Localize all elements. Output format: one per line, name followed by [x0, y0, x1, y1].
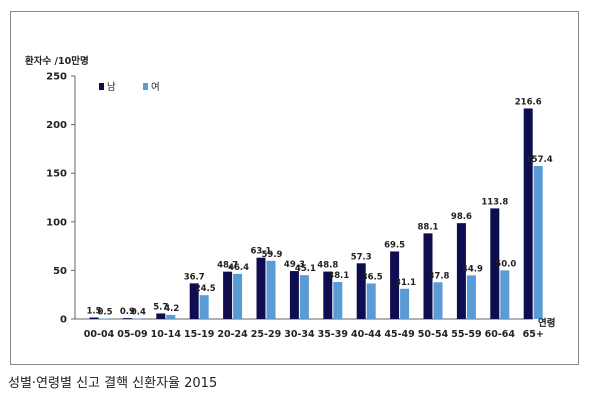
y-tick-label: 100	[46, 217, 67, 228]
bar-female	[366, 283, 376, 319]
bar-male	[356, 263, 366, 319]
data-label-female: 37.8	[429, 271, 450, 281]
data-label-female: 24.5	[195, 284, 216, 294]
bar-female	[533, 166, 543, 319]
bar-male	[323, 271, 333, 319]
bar-female	[166, 314, 176, 319]
data-label-female: 46.4	[228, 263, 249, 273]
data-label-male: 57.3	[351, 252, 372, 262]
x-tick-label: 45-49	[384, 329, 414, 340]
legend-swatch	[99, 83, 104, 90]
bar-male	[390, 251, 400, 319]
data-label-male: 48.8	[317, 261, 338, 271]
data-label-female: 31.1	[395, 278, 416, 288]
x-tick-label: 60-64	[485, 329, 516, 340]
x-axis-title: 연령	[538, 317, 555, 329]
x-tick-label: 25-29	[251, 329, 281, 340]
x-tick-label: 50-54	[418, 329, 449, 340]
x-tick-label: 00-04	[84, 329, 115, 340]
data-label-male: 48.7	[217, 261, 238, 271]
bar-female	[233, 273, 243, 319]
data-label-female: 0.5	[97, 308, 112, 318]
bar-female	[400, 288, 410, 319]
data-label-female: 36.5	[362, 273, 383, 283]
x-tick-label: 10-14	[151, 329, 182, 340]
y-axis-title: 환자수 /10만명	[25, 55, 89, 67]
bar-male	[523, 108, 533, 319]
bar-male	[223, 271, 233, 319]
bars	[89, 108, 543, 320]
data-label-female: 38.1	[328, 271, 349, 281]
data-label-male: 5.7	[153, 302, 168, 312]
data-label-female: 45.1	[295, 264, 316, 274]
bar-female	[299, 275, 309, 319]
bar-male	[256, 257, 266, 319]
legend-label: 남	[107, 82, 116, 93]
data-label-male: 63.1	[251, 247, 272, 257]
bar-chart: 0 50 100 150 200 250 00-04 05-09 10-14 15-19 20-2…	[25, 55, 555, 340]
data-label-male: 216.6	[515, 97, 542, 107]
bar-male	[490, 208, 500, 319]
data-label-male: 98.6	[451, 212, 472, 222]
x-tick-label: 40-44	[351, 329, 382, 340]
bar-male	[289, 271, 299, 319]
data-label-male: 1.5	[86, 307, 101, 317]
bar-male	[89, 317, 99, 319]
x-tick-label: 05-09	[117, 329, 147, 340]
x-tick-label: 20-24	[217, 329, 248, 340]
data-label-male: 88.1	[418, 222, 439, 232]
x-tick-label: 30-34	[284, 329, 315, 340]
bar-male	[423, 233, 433, 319]
x-tick-label: 65+	[523, 329, 544, 340]
y-tick-label: 250	[46, 72, 67, 83]
y-tick-label: 200	[46, 120, 67, 131]
bar-female	[99, 318, 109, 320]
data-label-female: 0.4	[131, 308, 146, 318]
bar-female	[433, 282, 443, 319]
data-label-female: 157.4	[526, 155, 553, 165]
x-axis: 00-04 05-09 10-14 15-19 20-24 25-29 30-34 35-39…	[75, 318, 544, 340]
data-label-male: 113.8	[481, 197, 508, 207]
y-axis: 0 50 100 150 200 250	[46, 72, 76, 326]
data-label-male: 49.3	[284, 260, 305, 270]
chart-frame: 0 50 100 150 200 250 00-04 05-09 10-14 15-19 20-2…	[10, 11, 579, 365]
data-label-female: 4.2	[164, 304, 179, 314]
bar-female	[132, 318, 142, 320]
bar-male	[156, 313, 166, 319]
x-tick-label: 15-19	[184, 329, 214, 340]
bar-female	[199, 295, 209, 319]
bar-female	[266, 260, 276, 319]
data-labels: 1.50.5 0.90.4 5.74.2 36.7 24.5 48.746.463.159…	[86, 97, 552, 317]
bar-female	[466, 275, 476, 319]
bar-male	[189, 283, 199, 319]
data-label-female: 50.0	[495, 259, 516, 269]
data-label-male: 69.5	[384, 240, 405, 250]
data-label-male: 0.9	[120, 307, 135, 317]
legend-label: 여	[151, 81, 160, 93]
bar-male	[456, 223, 466, 319]
bar-female	[500, 270, 510, 319]
bar-male	[122, 318, 132, 319]
figure-caption: 성별·연령별 신고 결핵 신환자율 2015	[8, 376, 218, 391]
x-tick-label: 55-59	[451, 329, 481, 340]
y-tick-label: 50	[53, 266, 67, 277]
legend-swatch	[143, 83, 148, 90]
y-tick-label: 0	[60, 315, 67, 326]
bar-female	[333, 281, 343, 319]
y-tick-label: 150	[46, 169, 67, 180]
data-label-male: 36.7	[184, 272, 205, 282]
x-tick-label: 35-39	[318, 329, 348, 340]
data-label-female: 59.9	[262, 250, 283, 260]
data-label-female: 44.9	[462, 264, 483, 274]
